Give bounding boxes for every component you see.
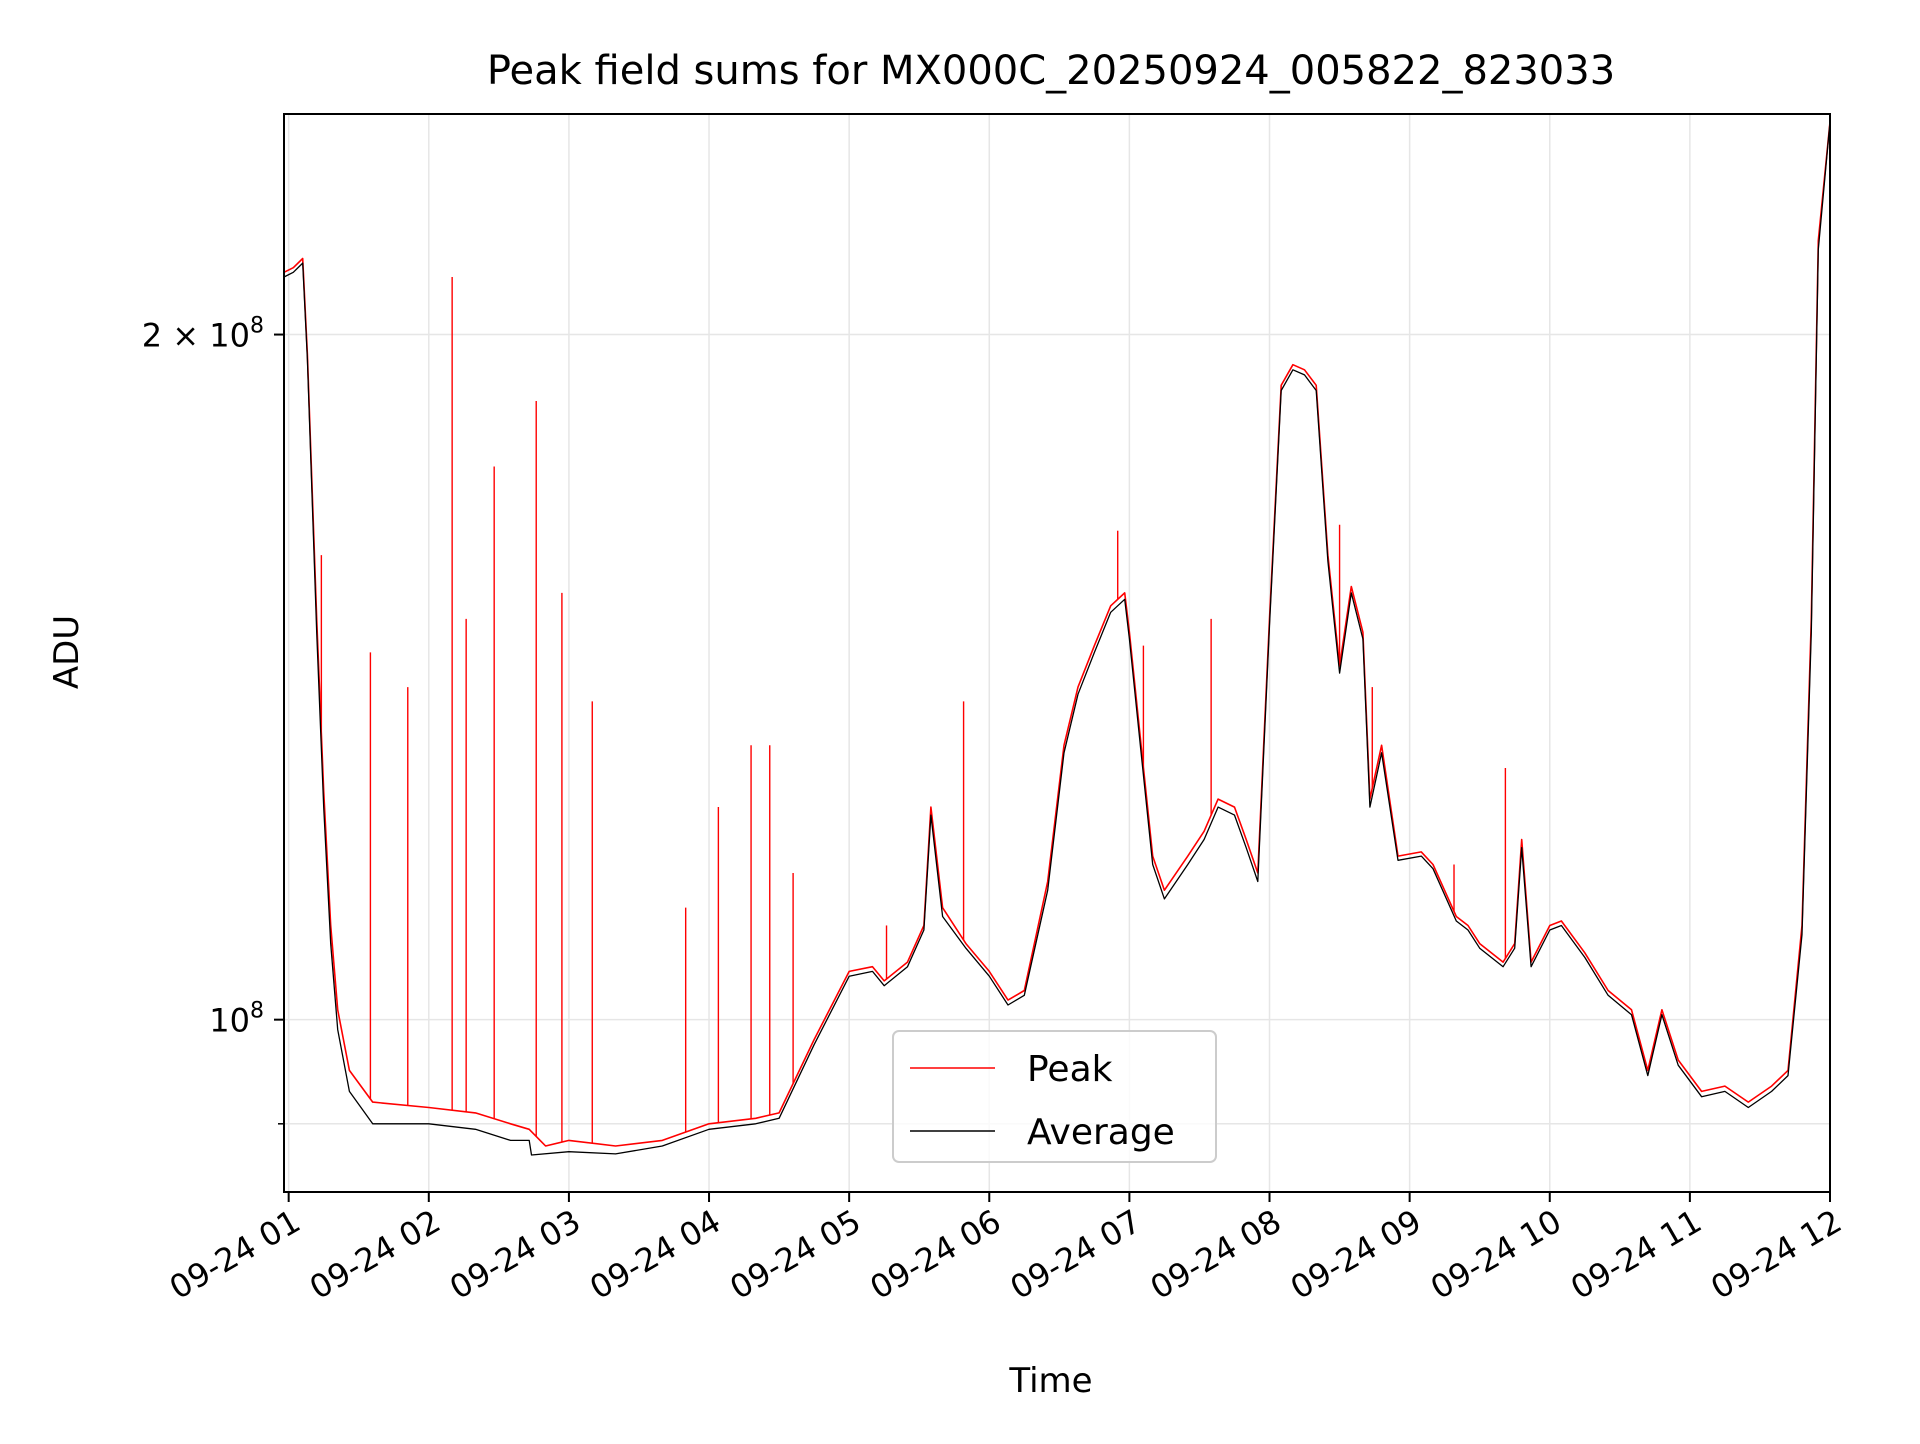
legend-box <box>892 1030 1217 1163</box>
y-axis-label: ADU <box>47 615 87 689</box>
y-tick-base: 10 <box>209 317 250 355</box>
y-tick-mantissa: 2 <box>142 317 162 355</box>
legend-average-label: Average <box>1027 1112 1175 1153</box>
y-tick-exponent: 8 <box>250 314 264 339</box>
legend: Peak Average <box>892 1030 1217 1163</box>
axes-frame <box>283 113 1831 1193</box>
average-series <box>283 121 1831 1156</box>
y-tick-times: × <box>162 317 209 355</box>
y-tick-label: 108 <box>209 999 264 1040</box>
legend-peak-label: Peak <box>1027 1049 1113 1090</box>
x-axis-label: Time <box>1008 1361 1092 1401</box>
y-tick-label: 2 × 108 <box>142 314 264 355</box>
average-line <box>283 121 1831 1156</box>
peak-series <box>283 121 1831 1147</box>
chart-title: Peak field sums for MX000C_20250924_0058… <box>487 48 1615 94</box>
y-tick-exponent: 8 <box>250 999 264 1024</box>
y-tick-base: 10 <box>209 1002 250 1040</box>
peak-line <box>283 121 1831 1147</box>
